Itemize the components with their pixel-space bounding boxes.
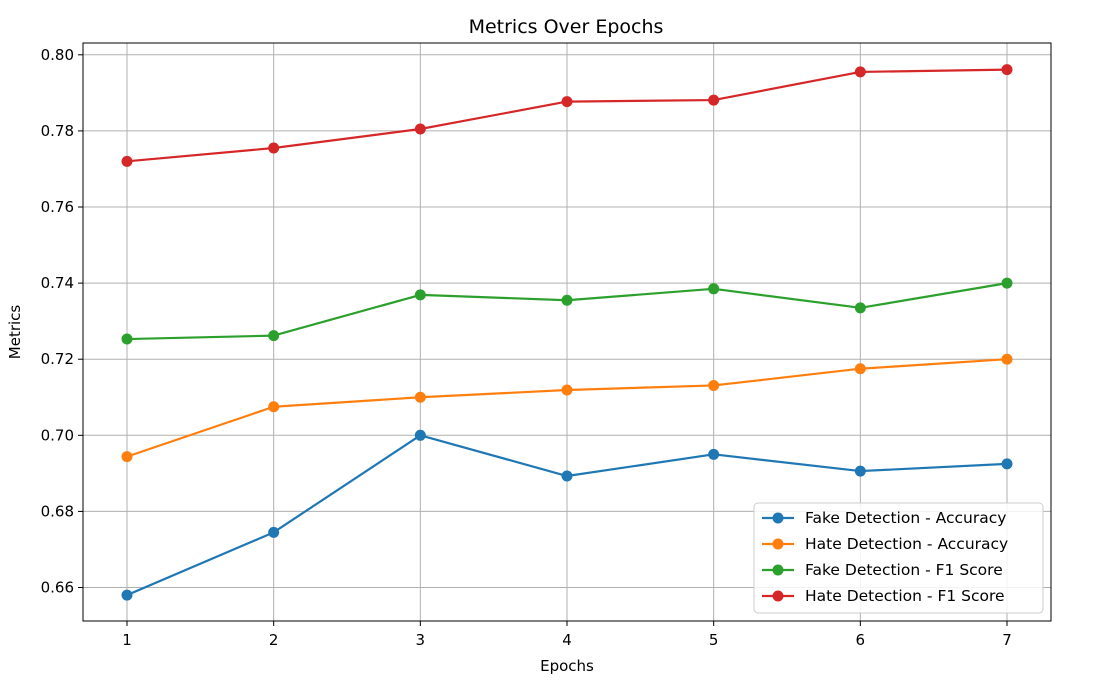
legend-box [753,502,1044,614]
legend-marker [772,564,784,576]
x-tick-label: 4 [562,631,572,649]
x-tick-label: 5 [709,631,719,649]
data-point [414,429,426,441]
x-tick-label: 1 [122,631,132,649]
grid-lines [83,43,1051,621]
legend-marker [772,538,784,550]
data-point [1001,353,1013,365]
series-2 [121,353,1013,463]
data-point [121,155,133,167]
series-group [121,64,1013,601]
y-axis-label: Metrics [6,305,24,360]
legend-marker [772,512,784,524]
data-point [414,391,426,403]
data-point [1001,458,1013,470]
series-4 [121,64,1013,167]
data-point [268,142,280,154]
y-tick-label: 0.74 [41,274,74,292]
legend: Fake Detection - Accuracy Hate Detection … [753,502,1044,614]
legend-label: Fake Detection - F1 Score [805,561,1003,579]
x-tick-label: 2 [269,631,279,649]
legend-label: Fake Detection - Accuracy [805,509,1006,527]
data-point [268,526,280,538]
data-point [268,330,280,342]
data-point [121,589,133,601]
x-axis-label: Epochs [540,657,594,675]
data-point [121,451,133,463]
y-tick-label: 0.78 [41,122,74,140]
y-tick-label: 0.80 [41,46,74,64]
series-1 [121,429,1013,601]
legend-label: Hate Detection - F1 Score [805,587,1005,605]
data-point [1001,64,1013,76]
data-point [1001,277,1013,289]
data-point [414,289,426,301]
data-point [561,470,573,482]
data-point [854,363,866,375]
data-point [854,302,866,314]
data-point [561,384,573,396]
x-tick-label: 7 [1002,631,1012,649]
data-point [268,401,280,413]
x-tick-label: 3 [416,631,426,649]
y-tick-label: 0.68 [41,502,74,520]
y-tick-label: 0.72 [41,350,74,368]
legend-marker [772,590,784,602]
legend-item: Fake Detection - F1 Score [762,561,1003,579]
legend-item: Hate Detection - F1 Score [762,587,1005,605]
data-point [708,379,720,391]
data-point [121,333,133,345]
data-point [854,66,866,78]
series-3 [121,277,1013,345]
data-point [708,94,720,106]
y-tick-label: 0.70 [41,426,74,444]
axis-ticks: 1 2 3 4 5 6 7 0.66 0.68 0.70 0.72 0.74 0.76 0.78 0.80 [41,46,1012,649]
y-tick-label: 0.76 [41,198,74,216]
chart-title: Metrics Over Epochs [469,16,664,38]
data-point [414,123,426,135]
y-tick-label: 0.66 [41,579,74,597]
data-point [708,448,720,460]
legend-item: Fake Detection - Accuracy [762,509,1006,527]
data-point [854,465,866,477]
data-point [561,294,573,306]
data-point [708,283,720,295]
data-point [561,96,573,108]
legend-item: Hate Detection - Accuracy [762,535,1008,553]
x-tick-label: 6 [856,631,866,649]
legend-label: Hate Detection - Accuracy [805,535,1008,553]
